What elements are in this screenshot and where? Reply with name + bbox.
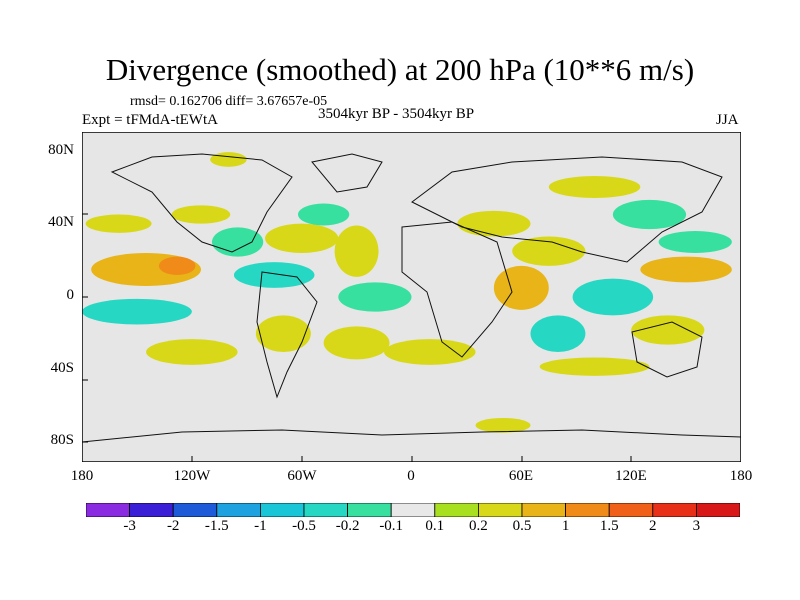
divergence-region bbox=[85, 214, 152, 233]
divergence-region bbox=[298, 203, 350, 226]
colorbar-label: 1.5 bbox=[599, 518, 619, 534]
divergence-region bbox=[384, 339, 476, 365]
divergence-region bbox=[572, 278, 654, 316]
x-tick-label: 180 bbox=[729, 468, 753, 484]
coastline-south-america bbox=[256, 271, 318, 399]
colorbar-swatch bbox=[608, 503, 654, 517]
y-tick-label: 0 bbox=[66, 287, 75, 303]
colorbar-swatch bbox=[129, 503, 174, 517]
coastline-australia bbox=[631, 321, 703, 378]
y-tick-label: 40N bbox=[48, 214, 74, 230]
x-tick-label: 0 bbox=[407, 468, 415, 484]
divergence-region bbox=[334, 225, 379, 277]
chart-title: Divergence (smoothed) at 200 hPa (10**6 … bbox=[105, 52, 695, 87]
coastlines bbox=[82, 153, 741, 443]
colorbar-swatch bbox=[565, 503, 610, 517]
divergence-region bbox=[658, 231, 732, 253]
divergence-region bbox=[171, 205, 231, 224]
colorbar-label: 0.1 bbox=[425, 518, 445, 534]
colorbar-swatch bbox=[172, 503, 218, 517]
colorbar-label: -2 bbox=[166, 518, 180, 534]
colorbar-swatch bbox=[390, 503, 436, 517]
stats-line: rmsd= 0.162706 diff= 3.67657e-05 bbox=[130, 94, 328, 109]
coastline-africa bbox=[401, 221, 513, 358]
divergence-region bbox=[265, 223, 339, 253]
colorbar-swatch bbox=[434, 503, 479, 517]
y-tick-label: 80S bbox=[50, 432, 74, 448]
colorbar-label: 0.5 bbox=[512, 518, 532, 534]
colorbar bbox=[86, 503, 740, 517]
divergence-region bbox=[233, 262, 315, 288]
colorbar-label: -1 bbox=[254, 518, 267, 534]
colorbar-swatch bbox=[86, 503, 130, 517]
divergence-region bbox=[612, 199, 687, 230]
colorbar-label: 3 bbox=[692, 518, 701, 534]
colorbar-label: -0.5 bbox=[292, 518, 316, 534]
y-tick-label: 80N bbox=[48, 142, 74, 158]
colorbar-swatch bbox=[216, 503, 261, 517]
period-label: 3504kyr BP - 3504kyr BP bbox=[318, 106, 475, 122]
map-plot bbox=[82, 132, 741, 462]
colorbar-swatch bbox=[259, 503, 305, 517]
y-tick-label: 40S bbox=[50, 360, 74, 376]
divergence-region bbox=[323, 326, 390, 360]
divergence-region bbox=[211, 227, 264, 257]
x-tick-label: 180 bbox=[70, 468, 94, 484]
divergence-region bbox=[210, 152, 247, 167]
map-ticks bbox=[82, 132, 632, 462]
divergence-region bbox=[512, 236, 586, 266]
x-tick-label: 60W bbox=[287, 468, 317, 484]
coastline-north-america bbox=[110, 153, 293, 253]
divergence-region bbox=[539, 357, 650, 376]
coastline-greenland bbox=[311, 153, 383, 193]
colorbar-swatch bbox=[652, 503, 697, 517]
colorbar-swatch bbox=[347, 503, 392, 517]
divergence-region bbox=[146, 339, 238, 365]
colorbar-label: -1.5 bbox=[204, 518, 229, 534]
divergence-region bbox=[457, 210, 531, 237]
experiment-label: Expt = tFMdA-tEWtA bbox=[82, 112, 218, 128]
divergence-region bbox=[631, 315, 705, 345]
colorbar-label: 1 bbox=[561, 518, 570, 534]
colorbar-swatch bbox=[477, 503, 523, 517]
x-tick-label: 120W bbox=[173, 468, 211, 484]
colorbar-swatch bbox=[521, 503, 566, 517]
divergence-region bbox=[548, 176, 641, 198]
divergence-region bbox=[640, 256, 732, 283]
divergence-region bbox=[475, 418, 531, 433]
season-label: JJA bbox=[716, 112, 739, 128]
colorbar-label: 2 bbox=[649, 518, 657, 534]
colorbar-label: -0.1 bbox=[379, 518, 404, 534]
divergence-region bbox=[338, 282, 412, 312]
divergence-region bbox=[530, 315, 586, 352]
divergence-region bbox=[158, 256, 196, 275]
colorbar-label: -0.2 bbox=[335, 518, 360, 534]
colorbar-label: 0.2 bbox=[469, 518, 488, 534]
divergence-region bbox=[493, 265, 549, 310]
x-tick-label: 120E bbox=[615, 468, 647, 484]
coastline-antarctica bbox=[82, 429, 741, 443]
x-tick-label: 60E bbox=[508, 468, 534, 484]
colorbar-label: -3 bbox=[123, 518, 136, 534]
colorbar-swatch bbox=[696, 503, 740, 517]
coastline-eurasia bbox=[411, 156, 723, 263]
colorbar-swatch bbox=[303, 503, 348, 517]
divergence-region bbox=[82, 298, 192, 325]
divergence-region bbox=[255, 315, 311, 352]
